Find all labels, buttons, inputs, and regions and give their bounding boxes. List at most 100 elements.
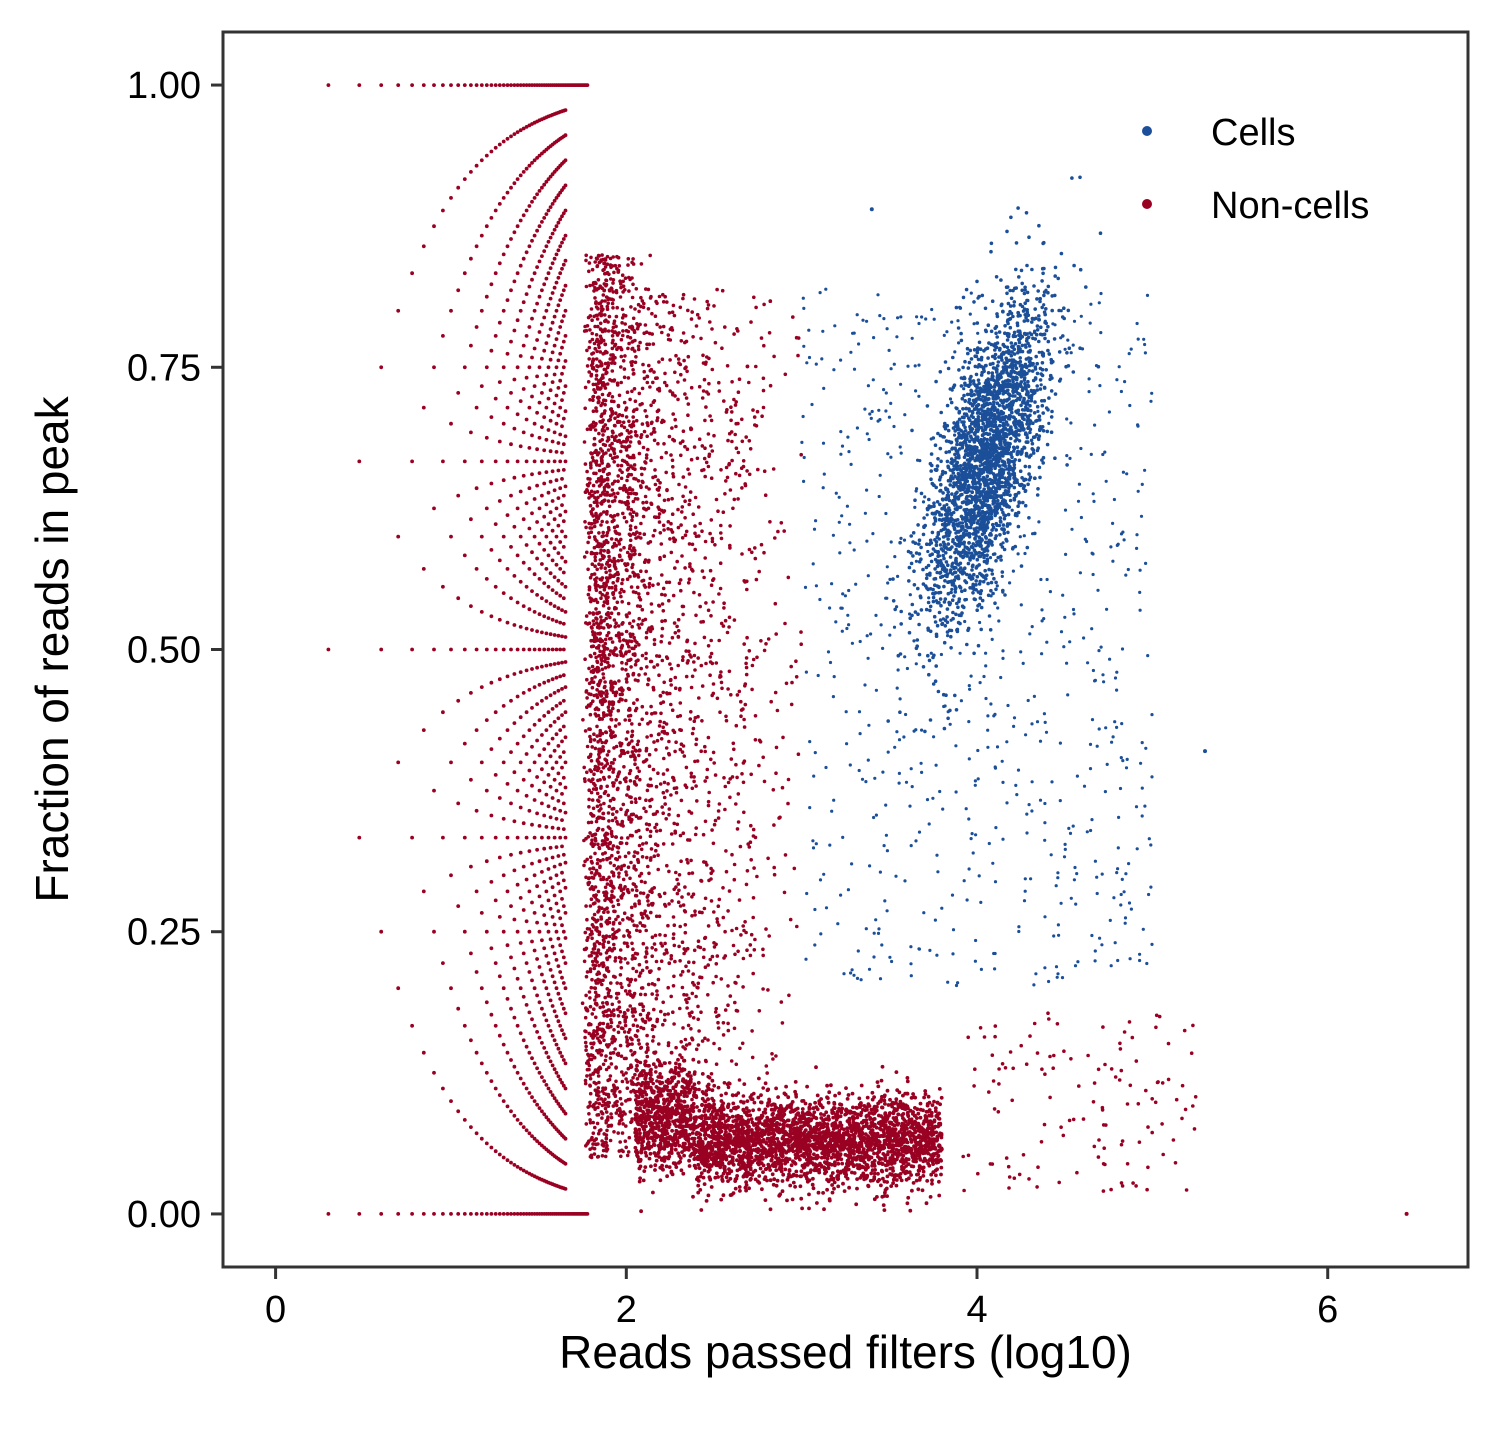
point-non-cells xyxy=(546,1055,551,1060)
point-non-cells xyxy=(618,780,622,785)
point-non-cells xyxy=(535,301,539,306)
point-non-cells xyxy=(585,1142,589,1146)
point-non-cells xyxy=(563,885,568,890)
point-non-cells xyxy=(552,1067,557,1072)
point-non-cells xyxy=(527,446,532,450)
point-non-cells xyxy=(600,740,604,745)
point-non-cells xyxy=(563,459,568,464)
point-non-cells xyxy=(757,1107,761,1112)
point-non-cells xyxy=(631,619,636,623)
point-non-cells xyxy=(585,427,590,432)
point-non-cells xyxy=(540,664,544,669)
point-non-cells xyxy=(593,324,597,329)
point-non-cells xyxy=(595,954,599,958)
point-non-cells xyxy=(554,816,559,821)
point-non-cells xyxy=(542,315,547,320)
point-non-cells xyxy=(588,526,592,530)
point-non-cells xyxy=(599,657,604,661)
point-non-cells xyxy=(588,867,592,871)
point-non-cells xyxy=(631,372,636,376)
point-non-cells xyxy=(611,338,615,343)
point-non-cells xyxy=(604,836,608,840)
point-non-cells xyxy=(560,608,564,612)
point-non-cells xyxy=(613,330,617,334)
point-non-cells xyxy=(594,1142,598,1147)
point-non-cells xyxy=(603,258,608,262)
point-non-cells xyxy=(544,212,549,217)
point-non-cells xyxy=(605,1013,610,1018)
point-non-cells xyxy=(611,922,616,926)
point-non-cells xyxy=(546,459,551,464)
point-non-cells xyxy=(584,525,588,530)
point-non-cells xyxy=(697,1108,702,1113)
point-non-cells xyxy=(607,702,612,706)
point-non-cells xyxy=(654,784,659,789)
point-non-cells xyxy=(612,649,616,653)
point-non-cells xyxy=(509,647,513,652)
point-non-cells xyxy=(550,528,555,533)
point-non-cells xyxy=(537,965,542,969)
point-non-cells xyxy=(747,1109,752,1113)
point-non-cells xyxy=(550,617,555,622)
point-non-cells xyxy=(561,442,566,447)
point-non-cells xyxy=(501,421,506,426)
point-non-cells xyxy=(588,283,592,288)
point-non-cells xyxy=(611,936,615,941)
point-non-cells xyxy=(449,534,453,539)
point-non-cells xyxy=(357,83,362,87)
point-non-cells xyxy=(584,621,588,625)
point-non-cells xyxy=(596,477,601,481)
point-non-cells xyxy=(813,1100,817,1105)
point-non-cells xyxy=(484,1212,489,1216)
point-non-cells xyxy=(643,1165,648,1169)
point-non-cells xyxy=(616,463,620,468)
point-non-cells xyxy=(637,974,642,978)
point-non-cells xyxy=(474,567,479,571)
point-non-cells xyxy=(609,761,614,765)
point-non-cells xyxy=(587,927,592,931)
point-non-cells xyxy=(610,574,615,578)
point-non-cells xyxy=(658,531,663,535)
point-non-cells xyxy=(563,735,568,740)
point-non-cells xyxy=(379,647,384,652)
point-non-cells xyxy=(558,970,563,974)
point-non-cells xyxy=(617,331,621,335)
point-non-cells xyxy=(515,788,520,793)
point-non-cells xyxy=(542,813,547,818)
point-non-cells xyxy=(524,543,529,547)
point-non-cells xyxy=(530,83,534,87)
point-non-cells xyxy=(521,126,526,131)
point-non-cells xyxy=(644,635,649,640)
point-non-cells xyxy=(379,1212,384,1216)
point-non-cells xyxy=(544,954,549,958)
point-non-cells xyxy=(614,572,619,576)
point-non-cells xyxy=(607,664,612,668)
point-non-cells xyxy=(639,847,644,852)
point-non-cells xyxy=(596,1070,600,1075)
point-non-cells xyxy=(479,308,484,313)
point-non-cells xyxy=(515,1070,520,1075)
point-non-cells xyxy=(616,611,621,616)
point-non-cells xyxy=(873,1168,877,1172)
point-non-cells xyxy=(521,647,526,652)
point-non-cells xyxy=(561,878,566,883)
point-non-cells xyxy=(515,459,520,464)
point-non-cells xyxy=(637,616,641,621)
point-non-cells xyxy=(793,1184,797,1189)
point-non-cells xyxy=(598,350,603,354)
point-non-cells xyxy=(632,923,636,928)
point-non-cells xyxy=(497,1093,502,1097)
point-non-cells xyxy=(558,540,563,544)
point-non-cells xyxy=(600,1143,605,1147)
point-non-cells xyxy=(616,1030,621,1035)
point-non-cells xyxy=(587,585,592,589)
point-non-cells xyxy=(515,318,520,323)
point-non-cells xyxy=(540,425,544,429)
point-non-cells xyxy=(588,314,593,318)
point-non-cells xyxy=(615,857,619,862)
point-non-cells xyxy=(535,920,539,925)
point-non-cells xyxy=(591,644,596,648)
point-non-cells xyxy=(550,915,555,919)
point-non-cells xyxy=(811,1106,816,1111)
point-non-cells xyxy=(544,921,549,926)
